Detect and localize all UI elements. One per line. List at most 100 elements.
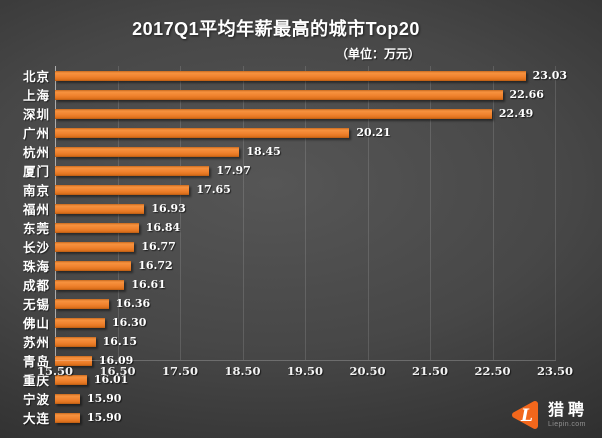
bar [55, 222, 139, 233]
value-label: 16.93 [151, 202, 186, 215]
category-label: 厦门 [22, 165, 50, 179]
category-label: 北京 [22, 70, 50, 84]
value-label: 17.97 [216, 164, 251, 177]
value-label: 18.45 [246, 145, 281, 158]
bar-rows: 北京 23.03 上海 22.66 深圳 22.49 广州 20.21 杭州 18.45 厦门 17.… [0, 66, 602, 426]
bar [55, 89, 503, 100]
category-label: 东莞 [22, 222, 50, 236]
gridline [430, 66, 431, 360]
table-row: 宁波 15.90 [0, 389, 602, 408]
bar [55, 393, 80, 404]
x-tick-label: 22.50 [474, 364, 511, 378]
bar [55, 108, 492, 119]
table-row: 北京 23.03 [0, 66, 602, 85]
bar [55, 184, 190, 195]
value-label: 16.72 [138, 259, 173, 272]
value-label: 16.01 [93, 373, 129, 386]
gridline [492, 66, 494, 360]
value-label: 17.65 [196, 183, 231, 196]
table-row: 珠海 16.72 [0, 256, 602, 275]
category-label: 青岛 [22, 355, 50, 369]
bar [55, 355, 92, 366]
category-label: 宁波 [22, 393, 50, 407]
category-label: 南京 [22, 184, 50, 198]
plot-area: 北京 23.03 上海 22.66 深圳 22.49 广州 20.21 杭州 18.45 厦门 17.… [0, 66, 602, 426]
table-row: 苏州 16.15 [0, 332, 602, 351]
value-label: 23.03 [532, 69, 568, 82]
category-label: 大连 [22, 412, 50, 426]
category-label: 成都 [22, 279, 50, 293]
gridline [555, 66, 556, 360]
table-row: 南京 17.65 [0, 180, 602, 199]
bar [55, 260, 132, 271]
value-label: 16.36 [115, 297, 151, 310]
bar [55, 70, 526, 81]
category-label: 珠海 [22, 260, 50, 274]
table-row: 东莞 16.84 [0, 218, 602, 237]
category-label: 重庆 [22, 374, 50, 388]
logo-domain-text: Liepin.com [547, 421, 586, 429]
category-label: 杭州 [22, 146, 50, 160]
table-row: 厦门 17.97 [0, 161, 602, 180]
value-label: 22.49 [498, 107, 534, 120]
bar [55, 203, 145, 214]
value-label: 16.84 [145, 221, 181, 234]
category-label: 佛山 [22, 317, 50, 331]
table-row: 佛山 16.30 [0, 313, 602, 332]
gridline [242, 66, 244, 360]
table-row: 重庆 16.01 [0, 370, 602, 389]
category-label: 福州 [22, 203, 50, 217]
value-label: 22.66 [509, 88, 544, 101]
bar [55, 165, 210, 176]
x-tick-label: 16.50 [99, 364, 136, 378]
table-row: 成都 16.61 [0, 275, 602, 294]
value-label: 16.77 [141, 240, 176, 253]
liepin-logo: L 猎聘 Liepin.com [509, 399, 588, 431]
table-row: 大连 15.90 [0, 408, 602, 427]
x-tick-label: 15.50 [36, 364, 73, 378]
page-title: 2017Q1平均年薪最高的城市Top20 [132, 19, 420, 39]
bar [55, 127, 350, 138]
bar [55, 412, 80, 423]
x-axis-tick-labels: 15.50 16.50 17.50 18.50 19.50 20.50 21.50 22.50… [0, 364, 602, 380]
bar [55, 146, 240, 157]
category-label: 苏州 [22, 336, 50, 350]
table-row: 深圳 22.49 [0, 104, 602, 123]
logo-name: 猎聘 [547, 401, 588, 419]
bar [55, 374, 87, 385]
value-label: 20.21 [356, 126, 391, 139]
x-tick-label: 17.50 [161, 364, 198, 378]
x-tick-label: 19.50 [286, 364, 323, 378]
category-label: 深圳 [22, 108, 50, 122]
value-label: 16.61 [131, 278, 166, 291]
bar [55, 241, 135, 252]
bar [55, 279, 125, 290]
x-tick-label: 23.50 [536, 364, 573, 378]
liepin-triangle-icon: L [511, 401, 538, 429]
category-label: 无锡 [22, 298, 50, 312]
table-row: 长沙 16.77 [0, 237, 602, 256]
value-label: 16.09 [98, 354, 134, 367]
gridline [305, 66, 306, 360]
value-label: 16.30 [112, 316, 147, 329]
category-label: 广州 [22, 127, 50, 141]
value-label: 15.90 [87, 392, 122, 405]
value-label: 15.90 [87, 411, 122, 424]
gridline [180, 66, 181, 360]
logo-text: 猎聘 Liepin.com [548, 402, 588, 428]
x-tick-label: 20.50 [349, 364, 386, 378]
bar [55, 298, 109, 309]
table-row: 无锡 16.36 [0, 294, 602, 313]
table-row: 上海 22.66 [0, 85, 602, 104]
unit-note: （单位：万元） [335, 47, 420, 61]
svg-text:L: L [520, 406, 533, 426]
table-row: 青岛 16.09 [0, 351, 602, 370]
bar [55, 336, 96, 347]
table-row: 杭州 18.45 [0, 142, 602, 161]
bar [55, 317, 105, 328]
table-row: 福州 16.93 [0, 199, 602, 218]
value-label: 16.15 [102, 335, 138, 348]
x-axis-line [55, 360, 556, 361]
table-row: 广州 20.21 [0, 123, 602, 142]
